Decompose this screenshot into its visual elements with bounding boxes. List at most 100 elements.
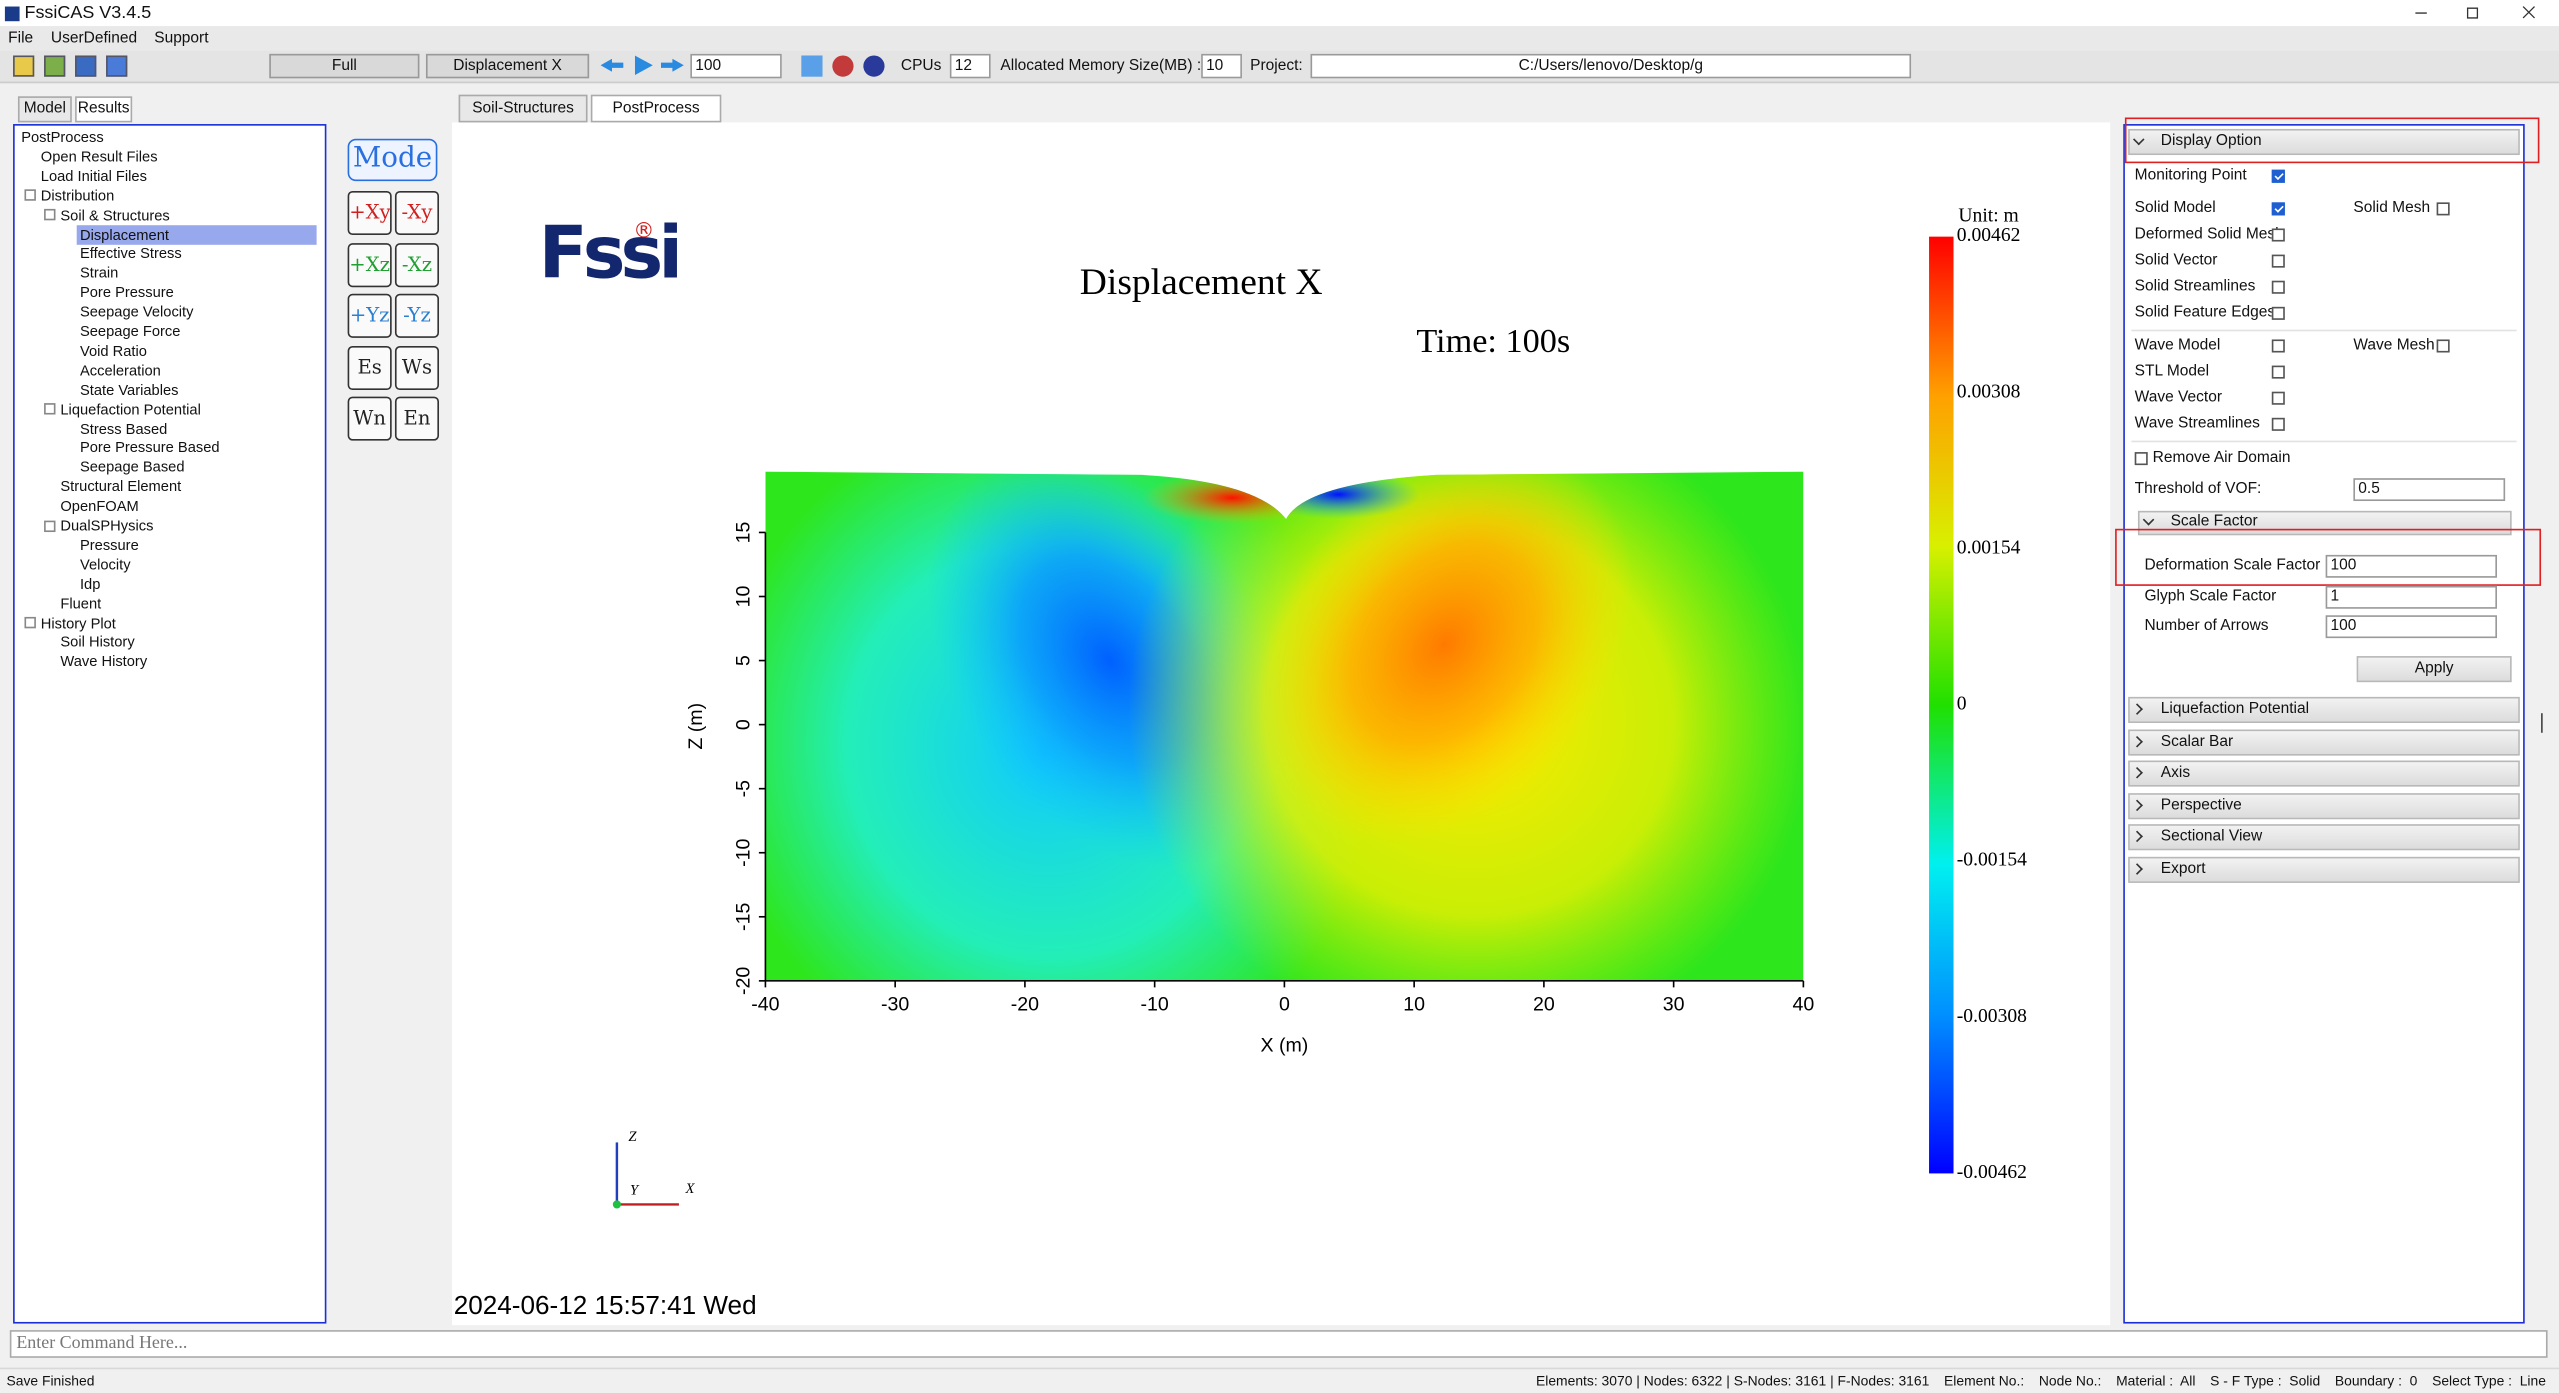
checkbox[interactable] xyxy=(2271,280,2285,294)
menu-item[interactable]: Support xyxy=(154,29,209,48)
toolbar-icon[interactable] xyxy=(75,55,97,77)
tree-item[interactable]: Pressure xyxy=(79,536,139,554)
step-input[interactable]: 100 xyxy=(690,53,782,79)
section-header[interactable] xyxy=(2128,128,2520,156)
command-bar[interactable] xyxy=(9,1330,2548,1358)
tab[interactable]: Model xyxy=(17,96,72,123)
section-title[interactable]: Axis xyxy=(2160,764,2191,783)
tree-item[interactable]: Load Initial Files xyxy=(40,167,147,185)
view-button[interactable]: -Xy xyxy=(394,190,440,236)
tree-item[interactable]: DualSPHysics xyxy=(60,517,154,534)
tab[interactable]: Soil-Structures xyxy=(458,94,588,123)
tree-expander[interactable] xyxy=(44,403,56,415)
section-title[interactable]: Liquefaction Potential xyxy=(2160,700,2310,719)
checkbox[interactable] xyxy=(2271,254,2285,268)
subsection-header[interactable] xyxy=(2137,510,2512,536)
toolbar-icon[interactable] xyxy=(832,55,854,77)
checkbox[interactable] xyxy=(2271,202,2285,216)
tree-item[interactable]: Acceleration xyxy=(79,361,161,379)
section-header[interactable] xyxy=(2128,728,2520,755)
menu-item[interactable]: UserDefined xyxy=(50,29,138,48)
cpus-input[interactable]: 12 xyxy=(949,53,991,79)
checkbox[interactable] xyxy=(2271,306,2285,320)
view-button[interactable]: -Yz xyxy=(394,293,440,338)
view-button[interactable]: -Xz xyxy=(394,242,440,287)
field-input[interactable]: 100 xyxy=(2325,554,2497,578)
tree-item[interactable]: OpenFOAM xyxy=(60,497,139,515)
command-placeholder[interactable]: Enter Command Here... xyxy=(16,1333,188,1353)
view-button[interactable]: Wn xyxy=(347,396,392,441)
tree-item[interactable]: Seepage Based xyxy=(79,459,185,476)
field-input[interactable]: 100 xyxy=(2325,615,2497,639)
mode-button[interactable]: Mode xyxy=(347,138,438,182)
toolbar-icon[interactable] xyxy=(801,55,823,77)
toolbar-icon[interactable] xyxy=(863,55,885,77)
tree-item[interactable]: Liquefaction Potential xyxy=(60,400,201,418)
tree-item[interactable]: Stress Based xyxy=(79,420,168,437)
tree-item[interactable]: Displacement xyxy=(79,226,169,243)
apply-button[interactable]: Apply xyxy=(2356,656,2512,683)
tab[interactable]: Results xyxy=(75,96,133,123)
tree-item[interactable]: Velocity xyxy=(79,556,131,573)
tab[interactable]: PostProcess xyxy=(590,94,722,123)
toolbar-icon[interactable] xyxy=(44,55,66,77)
view-button[interactable]: +Xy xyxy=(347,190,392,236)
section-header[interactable] xyxy=(2128,760,2520,787)
section-title[interactable]: Scalar Bar xyxy=(2160,732,2234,751)
dropdown[interactable]: Displacement X xyxy=(425,53,590,79)
tree-expander[interactable] xyxy=(24,616,36,629)
checkbox[interactable] xyxy=(2271,365,2285,379)
tree-item[interactable]: Pore Pressure Based xyxy=(79,439,220,456)
section-header[interactable] xyxy=(2128,824,2520,851)
window-controls[interactable] xyxy=(2399,0,2559,26)
view-button[interactable]: +Yz xyxy=(347,293,392,338)
tree-item[interactable]: Wave History xyxy=(60,653,148,670)
tree-item[interactable]: Structural Element xyxy=(60,478,182,495)
view-button[interactable]: Es xyxy=(347,345,392,390)
tree-item[interactable]: Void Ratio xyxy=(79,342,147,359)
tree-item[interactable]: Effective Stress xyxy=(79,245,182,262)
section-title[interactable]: Sectional View xyxy=(2160,828,2263,847)
tree-item[interactable]: Distribution xyxy=(40,187,115,204)
view-button[interactable]: +Xz xyxy=(347,242,392,287)
y-tick-label: -20 xyxy=(732,967,754,995)
section-header[interactable] xyxy=(2128,792,2520,819)
vof-input[interactable]: 0.5 xyxy=(2353,478,2506,502)
checkbox[interactable] xyxy=(2271,391,2285,405)
checkbox[interactable] xyxy=(2271,417,2285,431)
tree-item[interactable]: Open Result Files xyxy=(40,148,158,165)
tree-expander[interactable] xyxy=(24,189,36,202)
checkbox[interactable] xyxy=(2271,228,2285,242)
tree-item[interactable]: Soil History xyxy=(60,633,135,651)
menu-item[interactable]: File xyxy=(8,29,34,48)
tree-item[interactable]: Idp xyxy=(79,575,101,592)
tree-item[interactable]: Soil & Structures xyxy=(60,206,170,223)
project-combo[interactable]: C:/Users/lenovo/Desktop/g xyxy=(1310,53,1912,79)
tree-item[interactable]: Seepage Force xyxy=(79,323,181,340)
tree-item[interactable]: Strain xyxy=(79,264,119,282)
section-header[interactable] xyxy=(2128,696,2520,723)
memory-input[interactable]: 10 xyxy=(1201,53,1242,79)
dropdown[interactable]: Full xyxy=(269,53,420,79)
tree-item[interactable]: Fluent xyxy=(60,595,102,612)
toolbar-icon[interactable] xyxy=(106,55,128,77)
checkbox[interactable] xyxy=(2436,339,2450,353)
tree-item[interactable]: PostProcess xyxy=(21,128,104,146)
section-title[interactable]: Export xyxy=(2160,860,2206,879)
checkbox[interactable] xyxy=(2436,202,2450,216)
view-button[interactable]: En xyxy=(394,396,440,441)
section-title[interactable]: Perspective xyxy=(2160,796,2242,815)
section-header[interactable] xyxy=(2128,856,2520,883)
tree-item[interactable]: History Plot xyxy=(40,614,116,631)
tree-item[interactable]: State Variables xyxy=(79,381,179,398)
tree-expander[interactable] xyxy=(44,519,56,532)
tree-item[interactable]: Seepage Velocity xyxy=(79,303,194,321)
checkbox[interactable] xyxy=(2271,339,2285,353)
toolbar-icon[interactable] xyxy=(13,55,35,77)
checkbox[interactable] xyxy=(2134,452,2148,466)
view-button[interactable]: Ws xyxy=(394,345,440,390)
checkbox[interactable] xyxy=(2271,169,2285,183)
tree-expander[interactable] xyxy=(44,209,56,221)
tree-item[interactable]: Pore Pressure xyxy=(79,284,174,301)
field-input[interactable]: 1 xyxy=(2325,585,2497,608)
